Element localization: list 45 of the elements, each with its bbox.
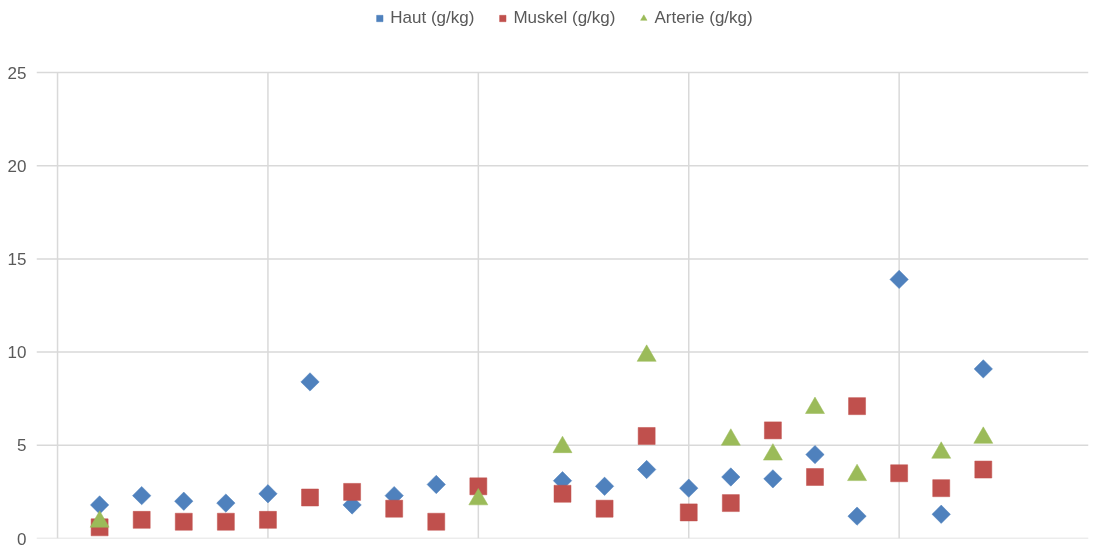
point [90, 495, 110, 515]
point [805, 445, 825, 465]
point [763, 469, 783, 489]
point [343, 483, 361, 501]
point [973, 359, 993, 379]
point [721, 467, 741, 487]
y-tick-label: 10 [7, 343, 27, 363]
point [679, 478, 699, 498]
point [216, 493, 236, 513]
point [132, 511, 151, 529]
point [385, 499, 403, 518]
point [764, 421, 782, 440]
legend-label: Haut (g/kg) [390, 8, 475, 28]
point [847, 506, 867, 526]
point [932, 479, 950, 497]
point [217, 512, 235, 531]
point [889, 269, 909, 289]
point [931, 504, 951, 524]
point [300, 372, 320, 392]
point [637, 460, 657, 479]
point [132, 486, 152, 506]
y-tick-label: 0 [17, 529, 27, 546]
point [426, 475, 446, 494]
point [259, 511, 277, 529]
point [595, 476, 615, 496]
y-tick-label: 20 [7, 156, 27, 176]
point [595, 499, 614, 518]
point [806, 468, 824, 486]
point [722, 494, 740, 512]
point [848, 397, 866, 415]
y-tick-label: 5 [17, 436, 27, 456]
point [974, 460, 993, 479]
y-tick-label: 25 [7, 63, 27, 83]
point [637, 427, 656, 445]
point [427, 512, 446, 531]
point [679, 503, 698, 522]
point [890, 464, 908, 483]
legend-label: Arterie (g/kg) [654, 8, 753, 28]
y-tick-label: 15 [7, 249, 27, 269]
point [258, 484, 278, 504]
point [174, 491, 194, 511]
legend-label: Muskel (g/kg) [513, 8, 616, 28]
point [301, 488, 319, 507]
point [175, 512, 193, 531]
point [553, 485, 572, 503]
